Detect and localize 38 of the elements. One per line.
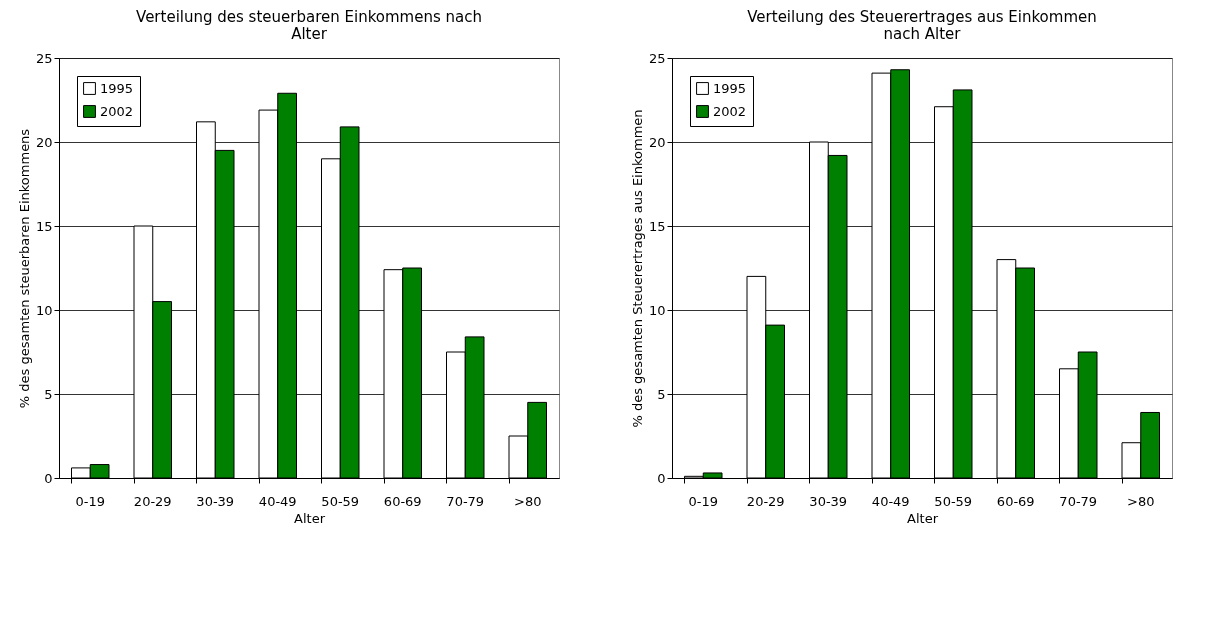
y-tick-label: 25 bbox=[648, 50, 666, 66]
x-tick-label: 60-69 bbox=[996, 493, 1035, 509]
y-tick-label: 20 bbox=[648, 134, 666, 150]
y-tick-label: 25 bbox=[35, 50, 53, 66]
y-tick-label: 5 bbox=[44, 386, 53, 402]
y-tick-label: 15 bbox=[35, 218, 53, 234]
y-axis-title: % des gesamten steuerbaren Einkommens bbox=[16, 128, 32, 409]
y-tick-label: 10 bbox=[35, 302, 53, 318]
x-tick-label: 30-39 bbox=[196, 493, 235, 509]
x-tick-label: 70-79 bbox=[1059, 493, 1098, 509]
x-tick-label: 70-79 bbox=[446, 493, 485, 509]
legend-label: 1995 bbox=[713, 80, 747, 96]
x-tick-label: >80 bbox=[514, 493, 542, 509]
x-tick-label: 20-29 bbox=[133, 493, 172, 509]
x-axis-title: Alter bbox=[907, 510, 939, 526]
y-tick-label: 15 bbox=[648, 218, 666, 234]
y-tick-label: 0 bbox=[44, 470, 53, 486]
x-tick-label: >80 bbox=[1127, 493, 1155, 509]
y-axis-title: % des gesamten Steuerertrages aus Einkommen bbox=[629, 109, 645, 428]
x-tick-label: 40-49 bbox=[871, 493, 910, 509]
y-tick-label: 20 bbox=[35, 134, 53, 150]
x-tick-label: 30-39 bbox=[809, 493, 848, 509]
x-tick-label: 60-69 bbox=[383, 493, 422, 509]
y-tick-label: 0 bbox=[657, 470, 666, 486]
chart-title: Verteilung des steuerbaren Einkommens nach Alter bbox=[136, 8, 482, 43]
x-tick-label: 40-49 bbox=[258, 493, 297, 509]
x-tick-label: 0-19 bbox=[688, 493, 719, 509]
x-tick-label: 20-29 bbox=[746, 493, 785, 509]
legend-label: 2002 bbox=[713, 103, 747, 119]
x-axis-title: Alter bbox=[294, 510, 326, 526]
x-tick-label: 50-59 bbox=[934, 493, 973, 509]
x-tick-label: 0-19 bbox=[75, 493, 106, 509]
y-tick-label: 5 bbox=[657, 386, 666, 402]
legend-label: 1995 bbox=[100, 80, 134, 96]
chart-title: Verteilung des Steuerertrages aus Einkommen nach Alter bbox=[747, 8, 1097, 43]
y-tick-label: 10 bbox=[648, 302, 666, 318]
legend-label: 2002 bbox=[100, 103, 134, 119]
x-tick-label: 50-59 bbox=[321, 493, 360, 509]
